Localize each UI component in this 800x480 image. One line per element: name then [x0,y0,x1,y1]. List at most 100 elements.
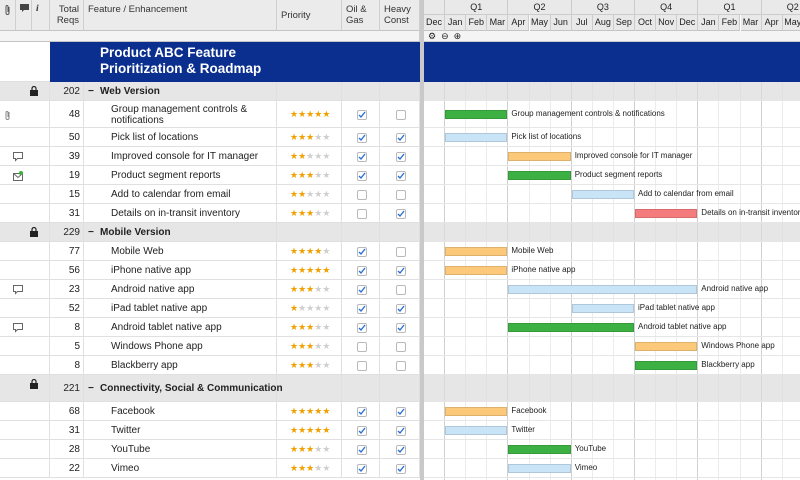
star: ★ [306,284,315,294]
gantt-bar [571,304,634,313]
checkbox [396,109,406,120]
cell-border [380,223,420,242]
month-label: Sep [613,15,635,31]
gantt-bar-label: Blackberry app [701,360,755,369]
checkbox [357,246,367,257]
cell-border [380,356,420,375]
feature-name: Improved console for IT manager [111,151,259,162]
cell-border [84,101,277,128]
checkbox [396,322,406,333]
total-reqs: 48 [68,109,80,120]
check [358,111,366,118]
gantt-row [424,101,800,128]
checkbox [357,444,367,455]
month-label: Jan [445,15,467,31]
month-gridline [591,82,593,480]
checkbox [357,151,367,162]
priority-stars: ★★★★★ [290,360,340,371]
cell-border [0,402,50,421]
cell-border [380,375,420,402]
cell-border [0,128,50,147]
comment-glyph [13,151,23,162]
gantt-row [424,337,800,356]
cell-border [380,299,420,318]
cell-border [380,280,420,299]
feature-name: Android native app [111,284,195,295]
check [397,134,405,141]
cell-border [342,204,380,223]
month-label: Apr [508,15,530,31]
cell-border [342,421,380,440]
cell-border [380,459,420,478]
total-reqs: 229 [63,227,80,238]
cell-border [342,356,380,375]
checkbox [357,406,367,417]
star: ★ [322,406,331,416]
cell-border [0,223,50,242]
star: ★ [322,189,331,199]
comment-glyph [13,284,23,295]
quarter-label: Q3 [571,0,635,15]
cell-border [0,166,50,185]
feature-name: Pick list of locations [111,132,199,143]
month-label: Apr [761,15,783,31]
cell-border [277,421,342,440]
star: ★ [306,151,315,161]
total-reqs: 8 [74,322,80,333]
month-gridline [634,82,635,480]
lock-glyph [30,85,38,96]
email-icon [13,170,23,181]
star: ★ [290,360,299,370]
star: ★ [298,406,307,416]
gantt-bar [508,171,571,180]
star: ★ [290,425,299,435]
gantt-row [424,261,800,280]
comment-glyph [13,322,23,333]
cell-border [84,440,277,459]
title-band [50,42,420,82]
check [358,305,366,312]
gantt-row [424,459,800,478]
column-header: Oil & Gas [342,0,380,31]
feature-name: Windows Phone app [111,341,203,352]
cell-border [342,280,380,299]
priority-stars: ★★★★★ [290,444,340,455]
star: ★ [306,463,315,473]
cell-border [277,185,342,204]
cell-border [342,299,380,318]
star: ★ [298,303,307,313]
month-label: Oct [635,15,657,31]
star: ★ [322,284,331,294]
checkbox [396,406,406,417]
section-name: Web Version [100,86,160,97]
star: ★ [306,189,315,199]
total-reqs: 28 [68,444,80,455]
star: ★ [306,170,315,180]
gantt-bar [571,190,634,199]
gantt-row [424,223,800,242]
star: ★ [322,265,331,275]
star: ★ [290,444,299,454]
priority-stars: ★★★★★ [290,208,340,219]
cell-border [342,318,380,337]
check [358,267,366,274]
check [358,286,366,293]
cell-border [84,402,277,421]
quarter-label: Q1 [698,0,762,15]
lock-icon [29,85,39,96]
cell-border [84,82,277,101]
gantt-row [424,242,800,261]
star: ★ [314,189,323,199]
cell-border [0,459,50,478]
cell-border [50,82,84,101]
month-gridline [528,82,530,480]
gantt-bar [445,247,508,256]
check [397,427,405,434]
priority-stars: ★★★★★ [290,341,340,352]
star: ★ [314,246,323,256]
checkbox [396,246,406,257]
gantt-bar [508,285,698,294]
check [358,465,366,472]
cell-border [0,204,50,223]
cell-border [0,185,50,204]
